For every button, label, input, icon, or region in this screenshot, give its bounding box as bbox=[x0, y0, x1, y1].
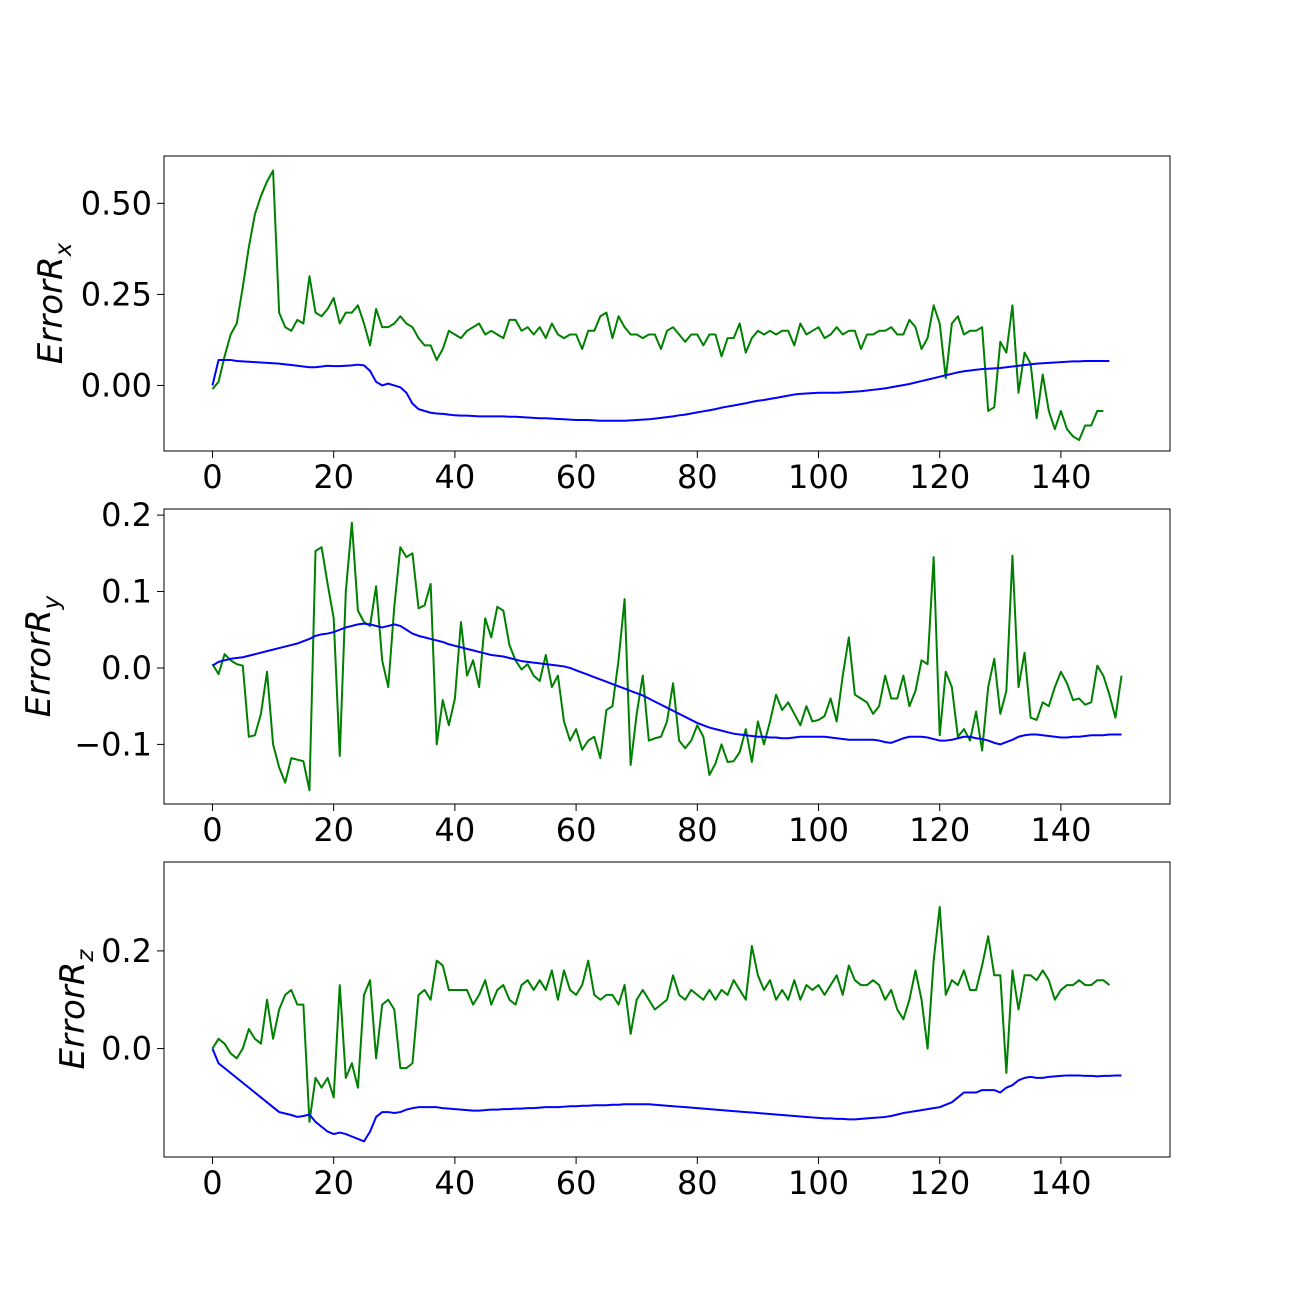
y-axis-label: ErrorRx bbox=[31, 242, 77, 364]
y-tick-label: 0.0 bbox=[101, 1030, 152, 1068]
series-line-blue bbox=[211, 1048, 1122, 1143]
x-tick-label: 100 bbox=[788, 1164, 849, 1202]
axes-frame bbox=[163, 155, 1171, 452]
x-tick-label: 120 bbox=[909, 458, 970, 496]
x-tick-label: 0 bbox=[202, 1164, 222, 1202]
x-tick-label: 80 bbox=[677, 1164, 718, 1202]
x-tick-label: 100 bbox=[788, 811, 849, 849]
axes-frame bbox=[163, 508, 1171, 805]
y-tick-label: −0.1 bbox=[74, 725, 152, 763]
x-tick-label: 60 bbox=[556, 458, 597, 496]
x-tick-label: 40 bbox=[435, 811, 476, 849]
x-tick-label: 0 bbox=[202, 811, 222, 849]
subplot-error-ry: 0 20 40 60 80 100 120 140 −0.1 0.0 0.1 0.2 ErrorRy bbox=[19, 496, 1171, 849]
x-tick-label: 80 bbox=[677, 811, 718, 849]
series-line-blue bbox=[211, 358, 1110, 422]
x-tick-label: 20 bbox=[313, 811, 354, 849]
x-tick-label: 40 bbox=[435, 1164, 476, 1202]
x-tick-label: 120 bbox=[909, 811, 970, 849]
x-tick-label: 80 bbox=[677, 458, 718, 496]
y-tick-label: 0.2 bbox=[101, 932, 152, 970]
y-axis-label: ErrorRy bbox=[19, 595, 65, 717]
x-tick-label: 0 bbox=[202, 458, 222, 496]
x-tick-label: 140 bbox=[1030, 1164, 1091, 1202]
x-tick-label: 100 bbox=[788, 458, 849, 496]
x-tick-label: 120 bbox=[909, 1164, 970, 1202]
y-tick-label: 0.25 bbox=[81, 275, 152, 313]
y-tick-label: 0.2 bbox=[101, 496, 152, 534]
x-tick-label: 40 bbox=[435, 458, 476, 496]
x-tick-label: 60 bbox=[556, 811, 597, 849]
y-tick-label: 0.50 bbox=[81, 184, 152, 222]
x-tick-label: 140 bbox=[1030, 458, 1091, 496]
x-tick-label: 60 bbox=[556, 1164, 597, 1202]
axes-frame bbox=[163, 861, 1171, 1158]
series-line-green bbox=[211, 905, 1111, 1123]
series-line-green bbox=[211, 169, 1104, 442]
x-tick-label: 20 bbox=[313, 1164, 354, 1202]
x-tick-label: 20 bbox=[313, 458, 354, 496]
x-tick-label: 140 bbox=[1030, 811, 1091, 849]
y-tick-label: 0.1 bbox=[101, 573, 152, 611]
series-line-green bbox=[211, 521, 1123, 792]
y-axis-label: ErrorRz bbox=[53, 949, 99, 1070]
y-tick-label: 0.00 bbox=[81, 366, 152, 404]
y-tick-label: 0.0 bbox=[101, 649, 152, 687]
series-line-blue bbox=[211, 622, 1122, 746]
